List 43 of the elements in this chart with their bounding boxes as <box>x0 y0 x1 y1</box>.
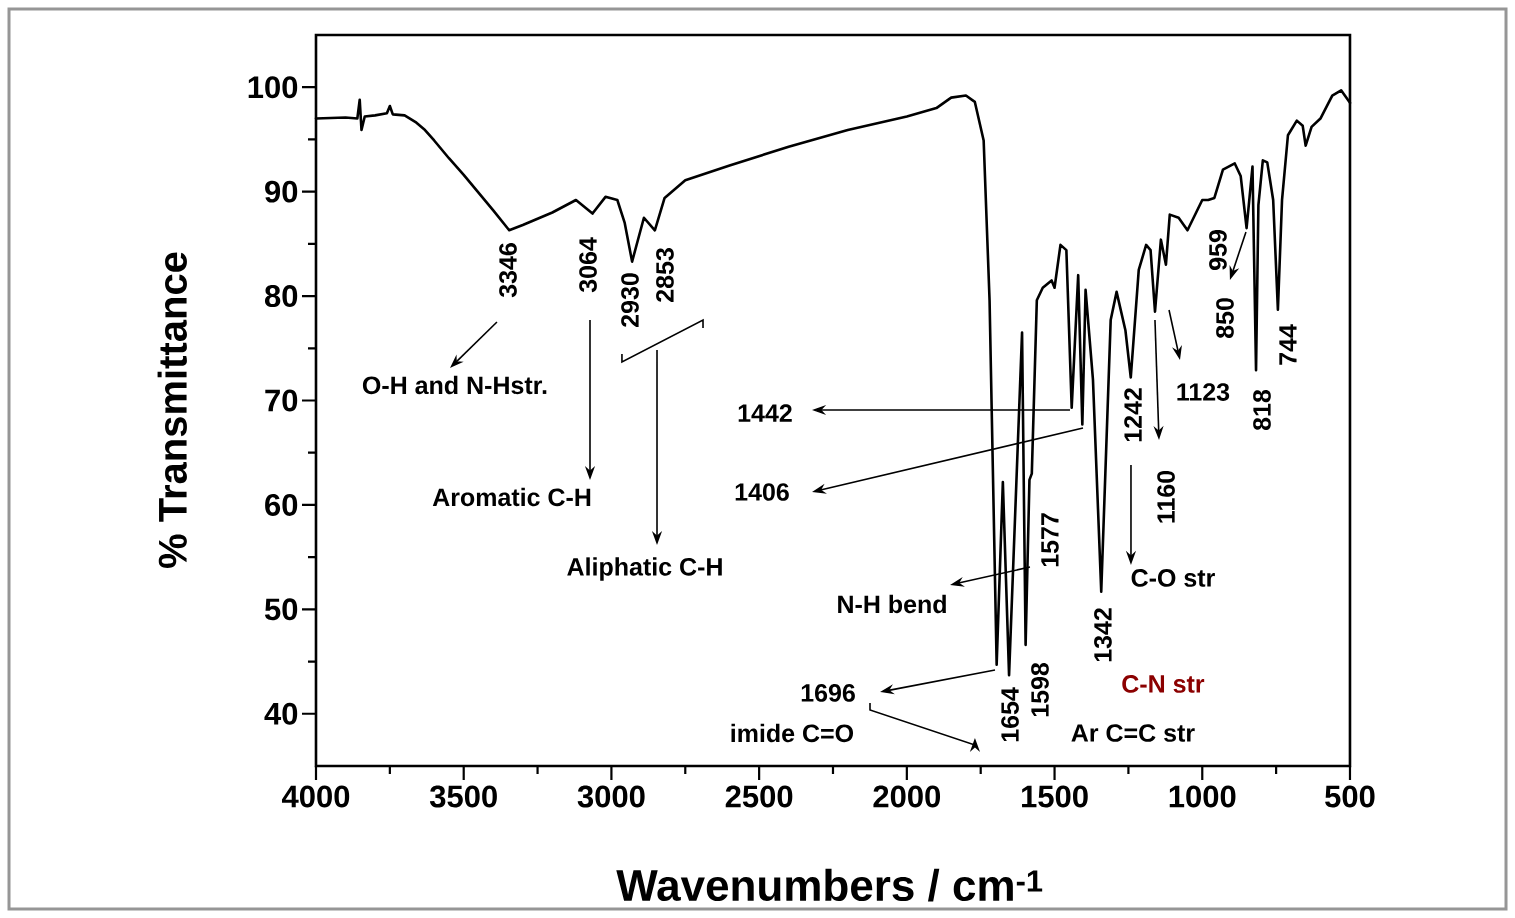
annotation: 3346 <box>499 243 517 298</box>
annotation: Aliphatic C-H <box>567 557 722 581</box>
annotation: 1442 <box>738 404 792 422</box>
annotation: 1342 <box>1094 608 1112 662</box>
y-axis-title: % Transmittance <box>157 252 187 568</box>
annotation: O-H and N-Hstr. <box>362 375 547 395</box>
annotation: 744 <box>1279 324 1297 365</box>
y-tick-label: 80 <box>264 285 298 308</box>
x-tick-label: 1500 <box>1022 785 1088 808</box>
annotation: 959 <box>1209 230 1227 270</box>
annotation: 1598 <box>1031 662 1049 717</box>
y-tick-label: 90 <box>265 180 298 203</box>
x-tick-label: 2000 <box>873 785 941 808</box>
x-axis-title: Wavenumbers / cm$^{-1}$ <box>616 868 1043 902</box>
annotation: 1577 <box>1041 513 1059 567</box>
annotation: 1654 <box>1001 687 1019 742</box>
x-tick-label: 1000 <box>1169 785 1236 808</box>
annotation: Aromatic C-H <box>432 487 591 507</box>
annotation: 850 <box>1216 298 1234 339</box>
annotation: C-O str <box>1131 569 1215 587</box>
y-tick-label: 50 <box>264 598 298 621</box>
annotation: 3064 <box>579 237 597 293</box>
annotation: N-H bend <box>838 594 946 614</box>
annotation: 1123 <box>1177 383 1230 401</box>
x-tick-label: 3000 <box>577 785 645 808</box>
y-tick-label: 60 <box>265 493 298 516</box>
annotation: 1406 <box>735 483 789 501</box>
annotation: 2853 <box>656 248 674 302</box>
annotation: C-N str <box>1122 675 1205 693</box>
y-tick-label: 40 <box>264 702 298 725</box>
annotation: 818 <box>1253 389 1271 431</box>
x-tick-label: 2500 <box>725 785 793 808</box>
annotation: imide C=O <box>731 723 854 743</box>
annotation: Ar C=C str <box>1071 724 1195 742</box>
x-tick-label: 500 <box>1325 785 1375 808</box>
y-tick-label: 100 <box>248 76 298 99</box>
y-tick-label: 70 <box>265 389 298 412</box>
annotation: 1242 <box>1124 388 1142 442</box>
annotation: 2930 <box>621 273 639 327</box>
annotation: 1696 <box>801 684 855 702</box>
x-tick-label: 4000 <box>281 785 350 808</box>
x-tick-label: 3500 <box>429 785 497 808</box>
annotation: 1160 <box>1157 470 1175 523</box>
